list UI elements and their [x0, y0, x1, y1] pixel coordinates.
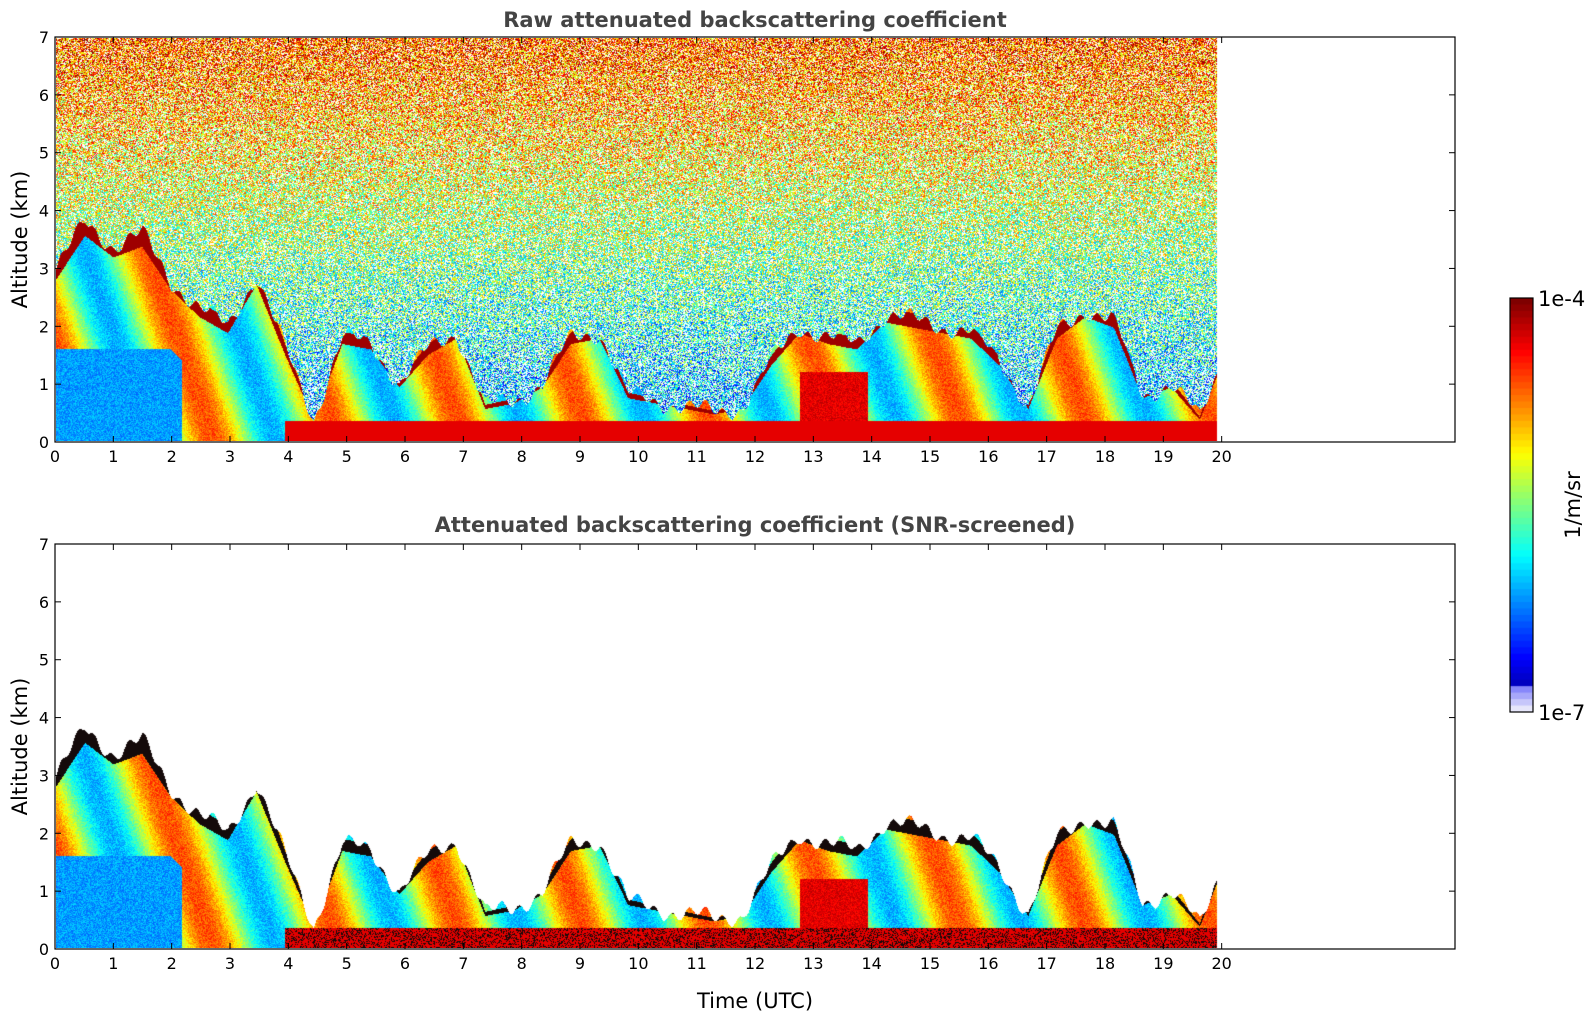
- bottom-x-tick-label: 16: [978, 954, 998, 973]
- top-x-tick-label: 12: [745, 447, 765, 466]
- bottom-x-tick-label: 6: [400, 954, 410, 973]
- top-x-tick-label: 4: [283, 447, 293, 466]
- top-x-tick-label: 5: [342, 447, 352, 466]
- bottom-x-tick-label: 3: [225, 954, 235, 973]
- bottom-x-tick-label: 1: [108, 954, 118, 973]
- top-x-tick-label: 17: [1036, 447, 1056, 466]
- top-plot-frame: [54, 36, 1456, 443]
- colorbar-frame: [1509, 297, 1534, 713]
- bottom-x-tick-label: 15: [920, 954, 940, 973]
- top-x-tick-label: 16: [978, 447, 998, 466]
- bottom-y-tick-label: 4: [39, 709, 49, 728]
- bottom-x-tick-label: 7: [458, 954, 468, 973]
- bottom-x-tick-label: 14: [861, 954, 881, 973]
- top-y-tick-label: 2: [39, 317, 49, 336]
- top-x-tick-label: 2: [167, 447, 177, 466]
- bottom-x-tick-label: 2: [167, 954, 177, 973]
- bottom-x-tick-label: 20: [1211, 954, 1231, 973]
- bottom-x-tick-label: 19: [1153, 954, 1173, 973]
- bottom-y-tick-label: 0: [39, 940, 49, 959]
- top-x-tick-label: 9: [575, 447, 585, 466]
- top-x-tick-label: 20: [1211, 447, 1231, 466]
- bottom-x-tick-label: 10: [628, 954, 648, 973]
- top-x-tick-label: 15: [920, 447, 940, 466]
- top-x-tick-label: 7: [458, 447, 468, 466]
- top-y-tick-label: 7: [39, 28, 49, 47]
- top-x-tick-label: 14: [861, 447, 881, 466]
- top-y-axis-label: Altitude (km): [8, 171, 32, 309]
- bottom-y-tick-label: 7: [39, 535, 49, 554]
- bottom-panel-title: Attenuated backscattering coefficient (S…: [434, 513, 1076, 537]
- top-x-tick-label: 8: [517, 447, 527, 466]
- bottom-x-tick-label: 0: [50, 954, 60, 973]
- bottom-x-tick-label: 11: [686, 954, 706, 973]
- bottom-y-tick-label: 5: [39, 651, 49, 670]
- top-panel-title: Raw attenuated backscattering coefficien…: [503, 8, 1007, 32]
- top-x-tick-label: 11: [686, 447, 706, 466]
- colorbar-min-label: 1e-7: [1538, 701, 1585, 725]
- top-x-tick-label: 3: [225, 447, 235, 466]
- bottom-x-tick-label: 12: [745, 954, 765, 973]
- bottom-x-tick-label: 13: [803, 954, 823, 973]
- x-axis-label: Time (UTC): [696, 989, 813, 1013]
- top-x-tick-label: 10: [628, 447, 648, 466]
- bottom-y-axis-label: Altitude (km): [8, 678, 32, 816]
- top-y-tick-label: 3: [39, 259, 49, 278]
- bottom-x-tick-label: 5: [342, 954, 352, 973]
- colorbar-units-label: 1/m/sr: [1561, 471, 1585, 539]
- bottom-x-tick-label: 4: [283, 954, 293, 973]
- top-x-tick-label: 0: [50, 447, 60, 466]
- bottom-x-tick-label: 8: [517, 954, 527, 973]
- top-y-tick-label: 1: [39, 375, 49, 394]
- top-x-tick-label: 1: [108, 447, 118, 466]
- top-x-tick-label: 19: [1153, 447, 1173, 466]
- top-y-tick-label: 6: [39, 86, 49, 105]
- top-y-tick-label: 0: [39, 433, 49, 452]
- bottom-y-tick-label: 2: [39, 824, 49, 843]
- raw-backscatter-heatmap: [56, 38, 1428, 441]
- top-x-tick-label: 6: [400, 447, 410, 466]
- bottom-y-tick-label: 3: [39, 766, 49, 785]
- top-y-tick-label: 5: [39, 144, 49, 163]
- bottom-x-tick-label: 9: [575, 954, 585, 973]
- bottom-y-tick-label: 1: [39, 882, 49, 901]
- colorbar-max-label: 1e-4: [1538, 287, 1585, 311]
- bottom-x-tick-label: 17: [1036, 954, 1056, 973]
- top-y-tick-label: 4: [39, 202, 49, 221]
- top-x-tick-label: 13: [803, 447, 823, 466]
- bottom-x-tick-label: 18: [1095, 954, 1115, 973]
- bottom-y-tick-label: 6: [39, 593, 49, 612]
- top-x-tick-label: 18: [1095, 447, 1115, 466]
- colorbar-gradient: [1510, 298, 1533, 712]
- bottom-plot-frame: [54, 543, 1456, 950]
- snr-screened-backscatter-heatmap: [56, 545, 1428, 948]
